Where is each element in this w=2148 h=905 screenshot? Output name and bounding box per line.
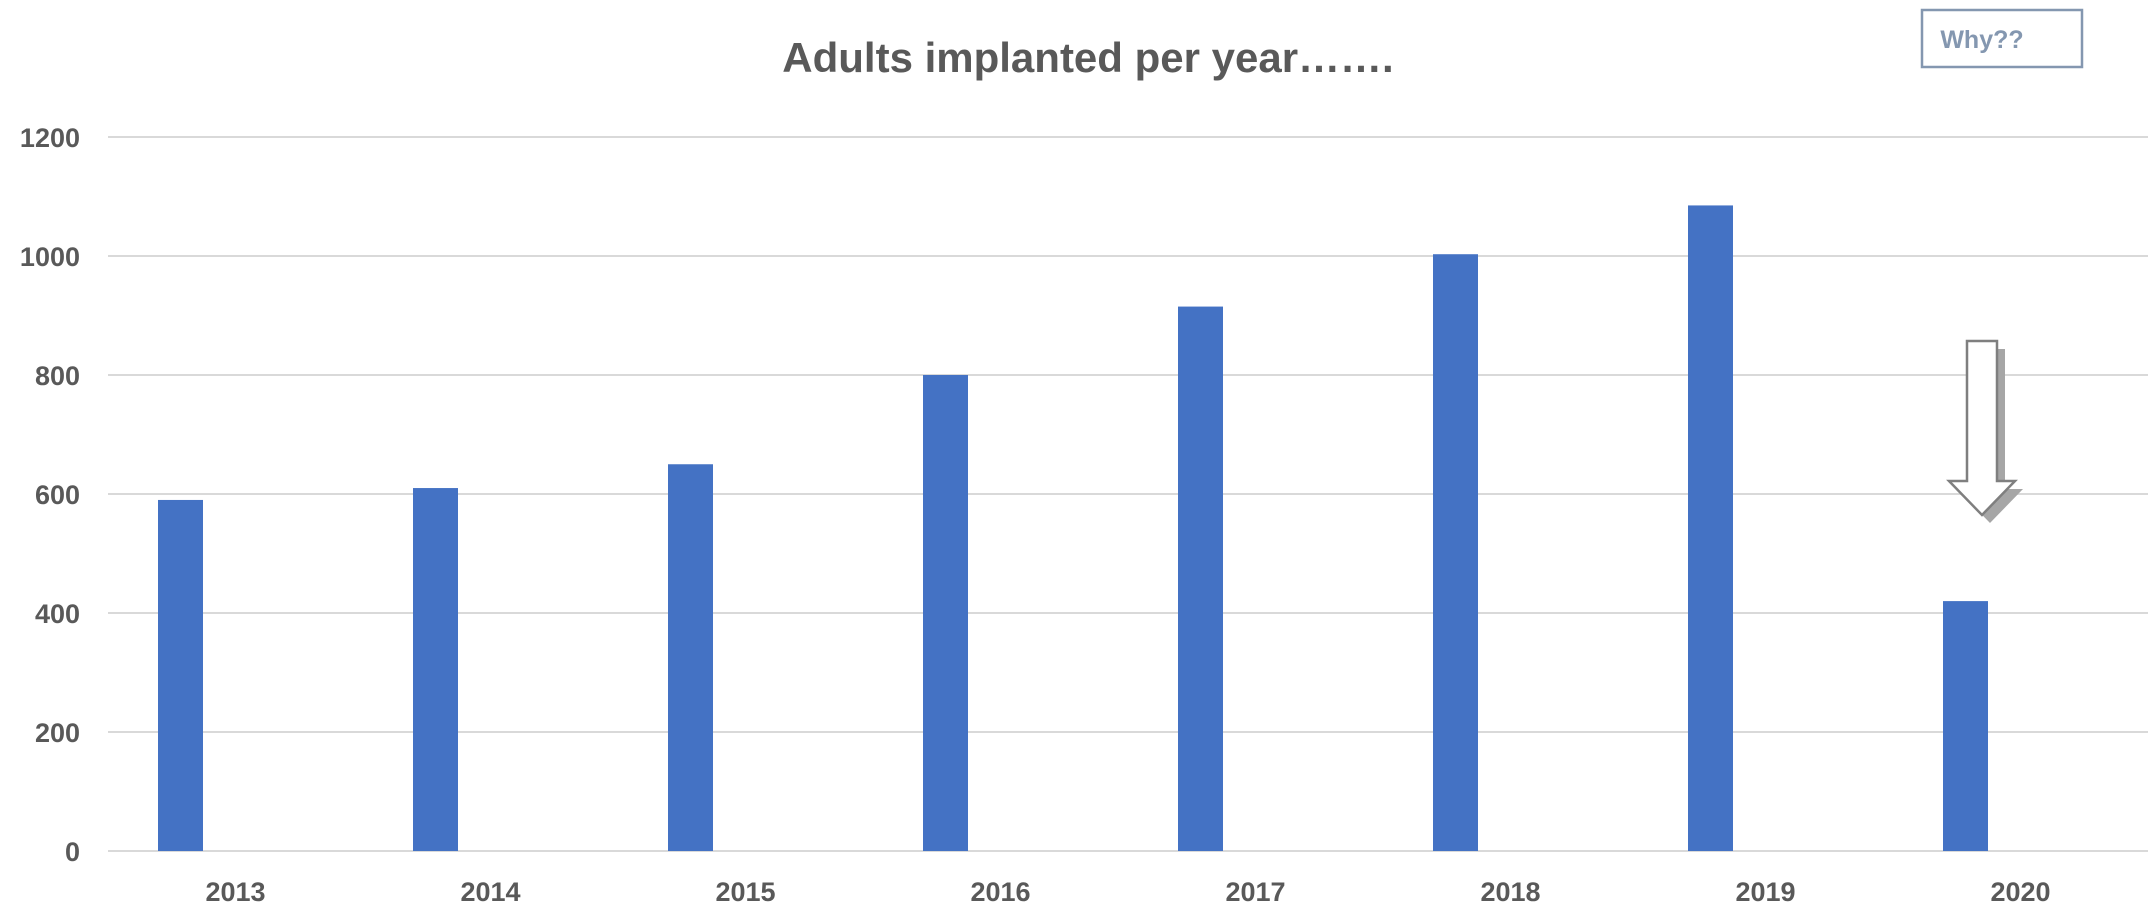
callout-text: Why?? [1940,26,2023,54]
bars [158,205,1988,852]
bar-2019 [1688,205,1733,852]
y-tick-label: 1000 [20,242,80,272]
bar-2020 [1943,601,1988,851]
y-tick-label: 600 [35,480,80,510]
x-tick-label: 2019 [1735,877,1795,905]
callout-box [1920,8,2084,69]
y-tick-label: 1200 [20,123,80,153]
down-arrow-icon [1946,339,2023,523]
y-tick-label: 400 [35,599,80,629]
y-tick-label: 0 [65,837,80,867]
x-tick-label: 2016 [970,877,1030,905]
bar-2014 [413,488,458,851]
bar-2016 [923,375,968,851]
x-tick-label: 2018 [1480,877,1540,905]
y-tick-label: 800 [35,361,80,391]
y-tick-label: 200 [35,718,80,748]
callout: Why?? [1920,8,2084,69]
bar-2013 [158,499,203,851]
y-axis-ticks: 0 200 400 600 800 1000 1200 [20,123,80,867]
bar-2017 [1178,306,1223,851]
x-tick-label: 2017 [1225,877,1285,905]
x-tick-label: 2020 [1990,877,2050,905]
x-tick-label: 2013 [205,877,265,905]
chart-title: Adults implanted per year……. [782,34,1393,81]
bar-2018 [1433,254,1478,852]
x-tick-label: 2015 [715,877,775,905]
bar-2015 [668,464,713,851]
x-tick-label: 2014 [460,877,520,905]
x-axis-ticks: 2013 2014 2015 2016 2017 2018 2019 2020 [205,877,2050,905]
